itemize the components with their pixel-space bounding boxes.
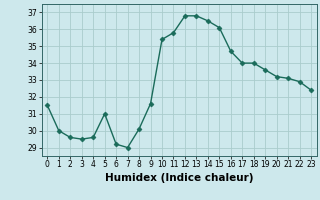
X-axis label: Humidex (Indice chaleur): Humidex (Indice chaleur) — [105, 173, 253, 183]
